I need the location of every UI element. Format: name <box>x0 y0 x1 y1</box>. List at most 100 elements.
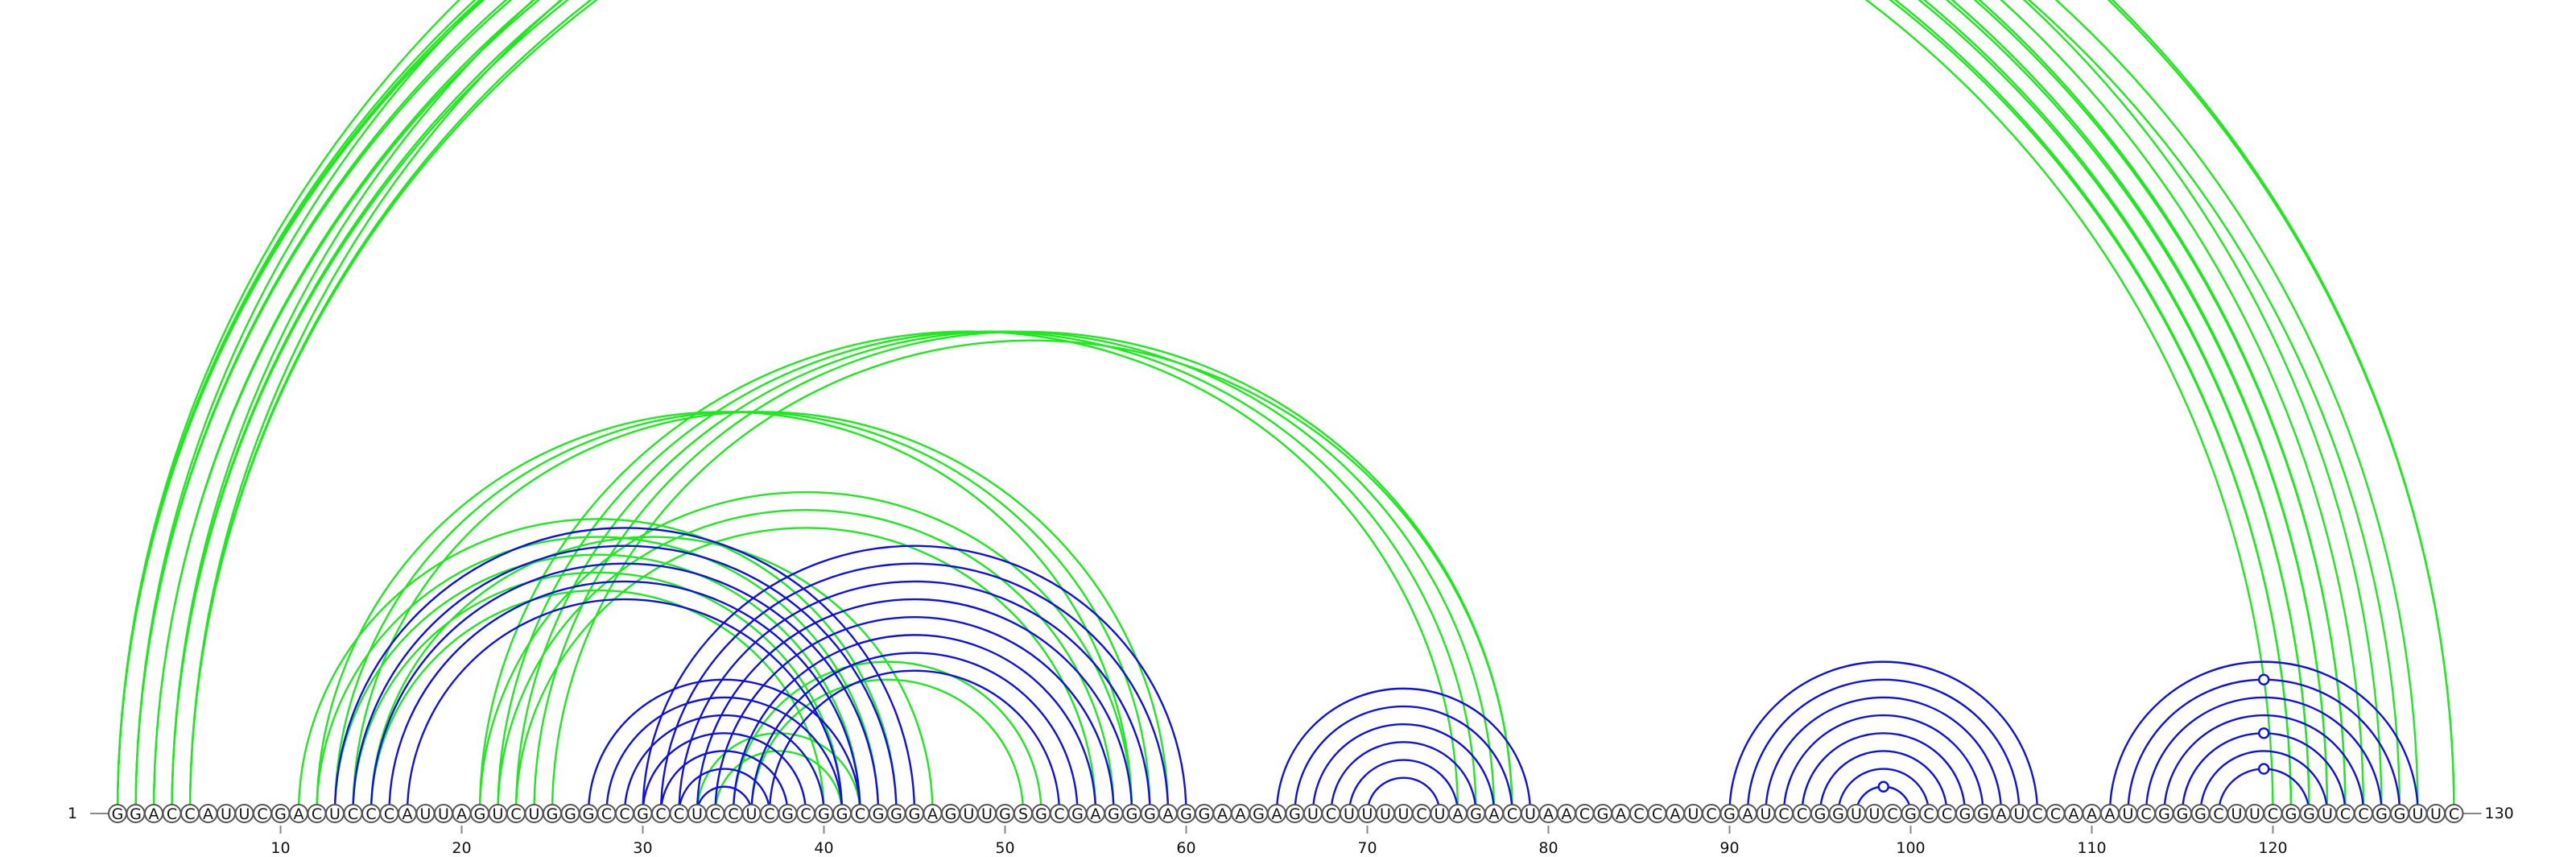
nucleotide-letter: C <box>384 805 394 823</box>
nucleotide-letter: A <box>1272 805 1282 823</box>
arc-green-25-78 <box>551 339 1513 814</box>
nucleotide: C <box>1629 804 1649 823</box>
nucleotide: U <box>325 804 345 823</box>
nucleotide-letter: C <box>1923 805 1934 823</box>
nucleotide-letter: A <box>1217 805 1228 823</box>
nucleotide-letter: A <box>1543 805 1554 823</box>
nucleotide: U <box>2009 804 2029 823</box>
nucleotide: G <box>869 804 888 823</box>
arc-blue-33-57 <box>696 598 1133 814</box>
nucleotide-letter: A <box>402 805 413 823</box>
nucleotide-letter: C <box>655 805 666 823</box>
nucleotide: C <box>2335 804 2355 823</box>
arc-blue-90-107 <box>1728 660 2039 814</box>
nucleotide-letter: A <box>1562 805 1572 823</box>
tick-label: 100 <box>1896 839 1925 857</box>
nucleotide: G <box>886 804 906 823</box>
nucleotide-circle <box>2444 804 2464 823</box>
nucleotide-letter: C <box>1942 805 1952 823</box>
arc-blue-37-53 <box>768 669 1061 814</box>
nucleotide-letter: G <box>1253 805 1265 823</box>
arc-layer <box>116 0 2455 814</box>
arc-blue-32-37 <box>678 768 771 814</box>
nucleotide: G <box>1249 804 1269 823</box>
nucleotide-letter: A <box>149 805 159 823</box>
arc-blue-111-128 <box>2108 660 2419 814</box>
nucleotide-letter: C <box>312 805 322 823</box>
nucleotide-letter: U <box>2014 805 2025 823</box>
nucleotide-letter: C <box>348 805 358 823</box>
nucleotide-letter: G <box>2194 805 2207 823</box>
nucleotide: C <box>705 804 725 823</box>
arc-green-1-126 <box>116 0 2383 814</box>
arc-blue-17-41 <box>406 598 844 814</box>
nucleotide-letter: G <box>909 805 921 823</box>
nucleotide-letter: U <box>329 805 341 823</box>
nucleotide: U <box>1756 804 1776 823</box>
nucleotide: A <box>1738 804 1757 823</box>
nucleotide: C <box>651 804 671 823</box>
nucleotide-letter: U <box>1380 805 1391 823</box>
nucleotide: U <box>2426 804 2446 823</box>
nucleotide: G <box>108 804 127 823</box>
nucleotide: A <box>1992 804 2011 823</box>
arc-blue-66-78 <box>1294 705 1513 814</box>
nucleotide: G <box>1973 804 1993 823</box>
nucleotide-letter: U <box>221 805 232 823</box>
nucleotide-letter: C <box>1054 805 1064 823</box>
nucleotide: A <box>398 804 417 823</box>
nucleotide: A <box>144 804 163 823</box>
arc-green-23-55 <box>514 527 1097 814</box>
nucleotide: C <box>1575 804 1595 823</box>
nucleotide-letter: U <box>438 805 449 823</box>
arc-blue-35-55 <box>732 634 1097 814</box>
nucleotide-letter: G <box>2158 805 2170 823</box>
nucleotide: U <box>2227 804 2247 823</box>
arc-green-22-56 <box>497 509 1115 814</box>
nucleotide-letter: G <box>1199 805 1211 823</box>
tick-label: 110 <box>2077 839 2106 857</box>
nucleotide-letter: A <box>927 805 938 823</box>
nucleotide: G <box>1901 804 1921 823</box>
nucleotide-letter: C <box>619 805 630 823</box>
nucleotide: C <box>253 804 272 823</box>
nucleotide-letter: C <box>1633 805 1644 823</box>
nucleotide-letter: G <box>1071 805 1084 823</box>
nucleotide-letter: C <box>800 805 811 823</box>
arc-blue-91-106 <box>1746 678 2021 814</box>
nucleotide-letter: C <box>2213 805 2223 823</box>
nucleotide: C <box>669 804 689 823</box>
nucleotide: G <box>1140 804 1160 823</box>
nucleotide-letter: G <box>1905 805 1917 823</box>
arc-green-5-121 <box>188 0 2293 814</box>
nucleotide: A <box>1557 804 1576 823</box>
nucleotide: A <box>1086 804 1105 823</box>
nucleotide-letter: C <box>2032 805 2042 823</box>
nucleotide-letter: U <box>1398 805 1410 823</box>
nucleotide-letter: U <box>1362 805 1373 823</box>
nucleotide: A <box>1484 804 1504 823</box>
nucleotide: G <box>2173 804 2192 823</box>
nucleotide-letter: G <box>474 805 486 823</box>
nucleotide-letter: U <box>1307 805 1319 823</box>
arc-green-13-42 <box>333 553 861 814</box>
tick-label: 10 <box>270 839 290 857</box>
nucleotide-letter: A <box>1616 805 1626 823</box>
nucleotide: S <box>1013 804 1033 823</box>
nucleotide-letter: U <box>1851 805 1862 823</box>
nucleotide: U <box>488 804 508 823</box>
nucleotide-letter: U <box>691 805 703 823</box>
nucleotide: C <box>343 804 363 823</box>
nucleotide-letter: G <box>836 805 848 823</box>
nucleotide-letter: C <box>855 805 865 823</box>
start-position-label: 1 <box>68 805 77 822</box>
end-position-label: 130 <box>2485 805 2514 822</box>
nucleotide-letter: C <box>728 805 738 823</box>
arc-green-3-122 <box>152 0 2310 814</box>
nucleotide: C <box>1502 804 1522 823</box>
nucleotide: G <box>1810 804 1830 823</box>
nucleotide: U <box>1847 804 1866 823</box>
nucleotide-letter: A <box>1091 805 1101 823</box>
nucleotide-letter: G <box>130 805 142 823</box>
